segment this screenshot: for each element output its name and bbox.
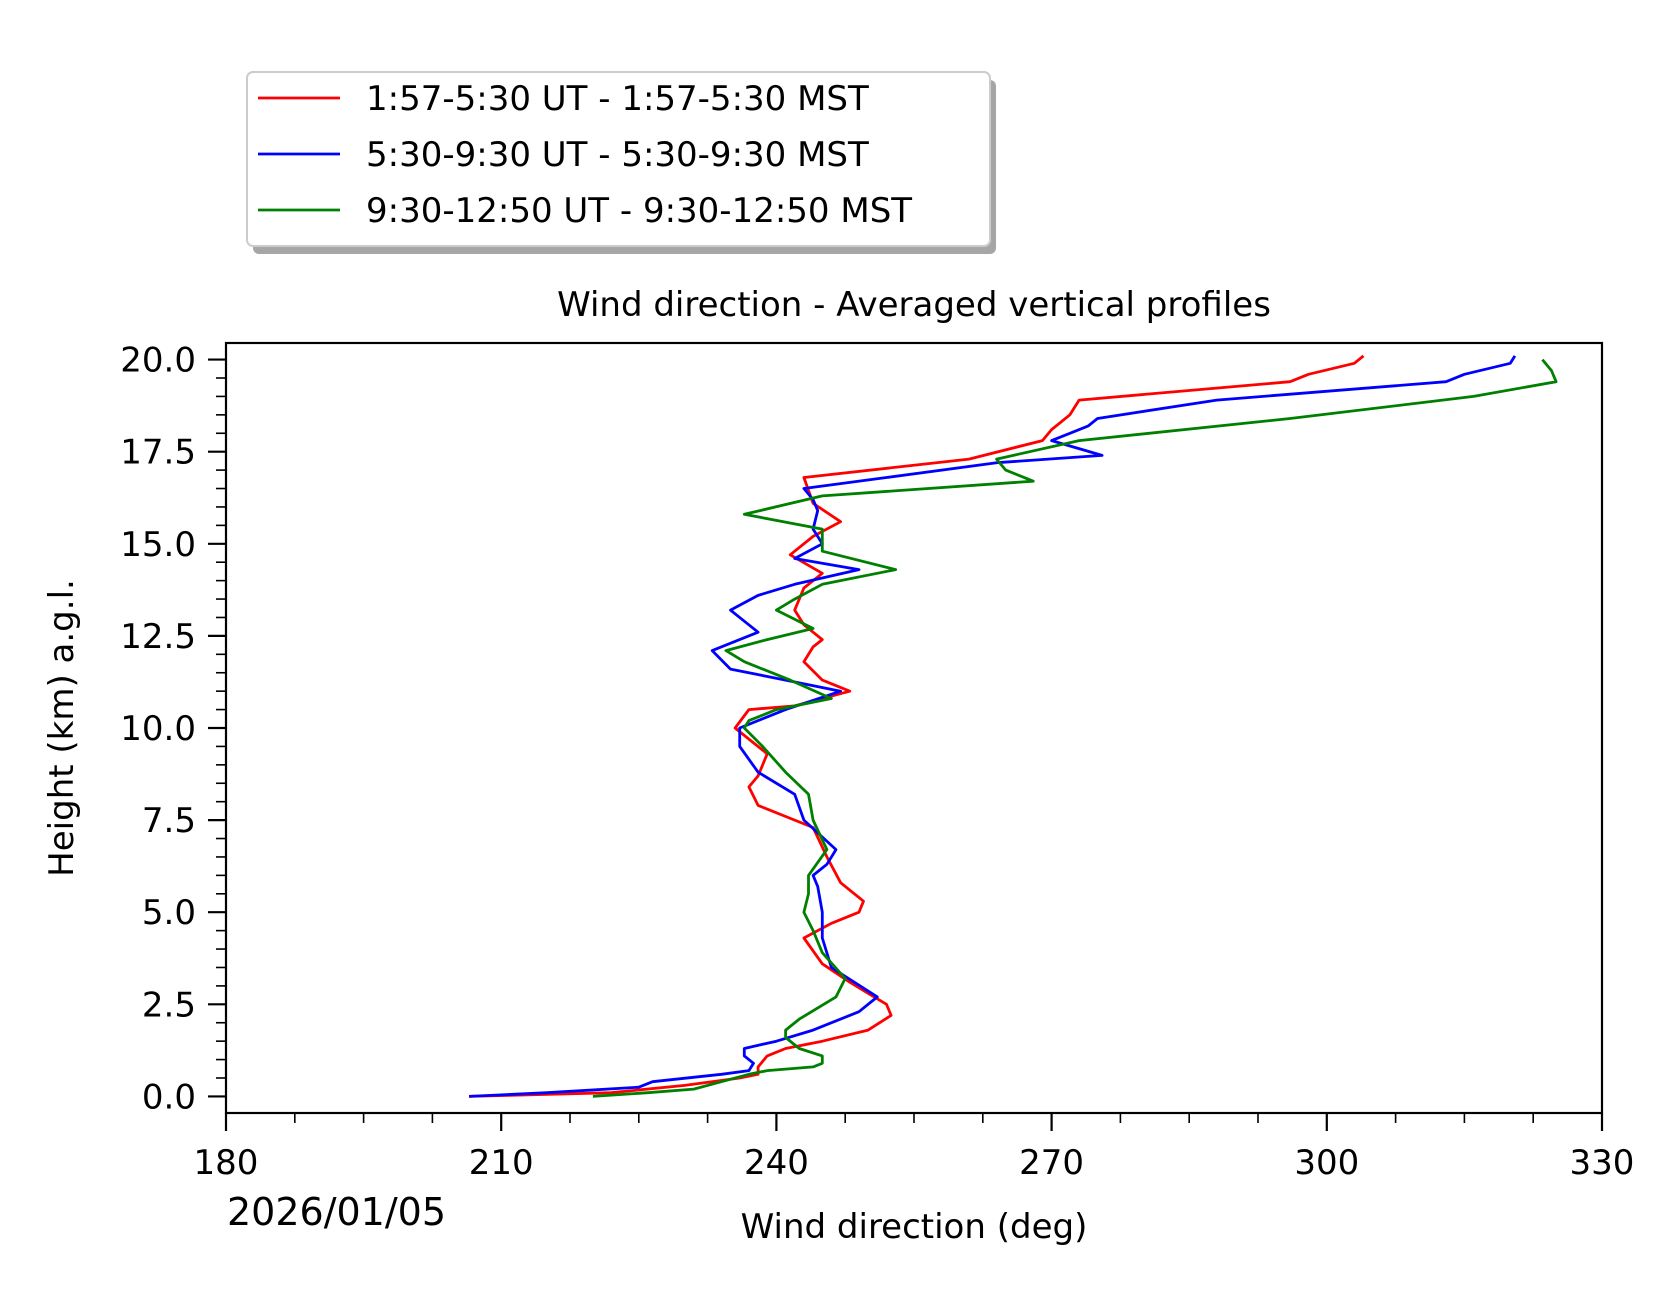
x-tick-label: 180 bbox=[194, 1143, 259, 1183]
x-tick-label: 270 bbox=[1019, 1143, 1084, 1183]
series-line-1 bbox=[469, 354, 1365, 1098]
date-label: 2026/01/05 bbox=[227, 1190, 446, 1234]
series-line-3 bbox=[592, 358, 1558, 1098]
y-tick-label: 10.0 bbox=[120, 709, 196, 749]
series-layer bbox=[469, 354, 1558, 1098]
legend: 1:57-5:30 UT - 1:57-5:30 MST 5:30-9:30 UT… bbox=[246, 71, 996, 254]
y-tick-label: 12.5 bbox=[120, 617, 196, 657]
y-tick-label: 15.0 bbox=[120, 525, 196, 565]
x-tick-label: 330 bbox=[1570, 1143, 1635, 1183]
chart-title: Wind direction - Averaged vertical profi… bbox=[557, 285, 1271, 325]
x-tick-label: 300 bbox=[1294, 1143, 1359, 1183]
legend-label-1: 1:57-5:30 UT - 1:57-5:30 MST bbox=[366, 79, 869, 119]
legend-label-2: 5:30-9:30 UT - 5:30-9:30 MST bbox=[366, 135, 869, 175]
x-tick-label: 240 bbox=[744, 1143, 809, 1183]
legend-label-3: 9:30-12:50 UT - 9:30-12:50 MST bbox=[366, 191, 912, 231]
y-tick-label: 5.0 bbox=[142, 893, 196, 933]
x-axis-label: Wind direction (deg) bbox=[741, 1207, 1088, 1247]
y-axis-label: Height (km) a.g.l. bbox=[42, 579, 82, 877]
y-tick-label: 7.5 bbox=[142, 801, 196, 841]
y-tick-label: 17.5 bbox=[120, 433, 196, 473]
x-tick-label: 210 bbox=[469, 1143, 534, 1183]
y-tick-label: 2.5 bbox=[142, 985, 196, 1025]
series-line-2 bbox=[469, 355, 1517, 1098]
plot-frame bbox=[224, 341, 1604, 1115]
y-tick-label: 0.0 bbox=[142, 1077, 196, 1117]
legend-box bbox=[246, 71, 991, 247]
y-tick-label: 20.0 bbox=[120, 341, 196, 381]
axis-layer: 180 210 240 270 300 330 0.0 2.5 5.0 7.5 10.0 12.5 15… bbox=[120, 341, 1634, 1183]
